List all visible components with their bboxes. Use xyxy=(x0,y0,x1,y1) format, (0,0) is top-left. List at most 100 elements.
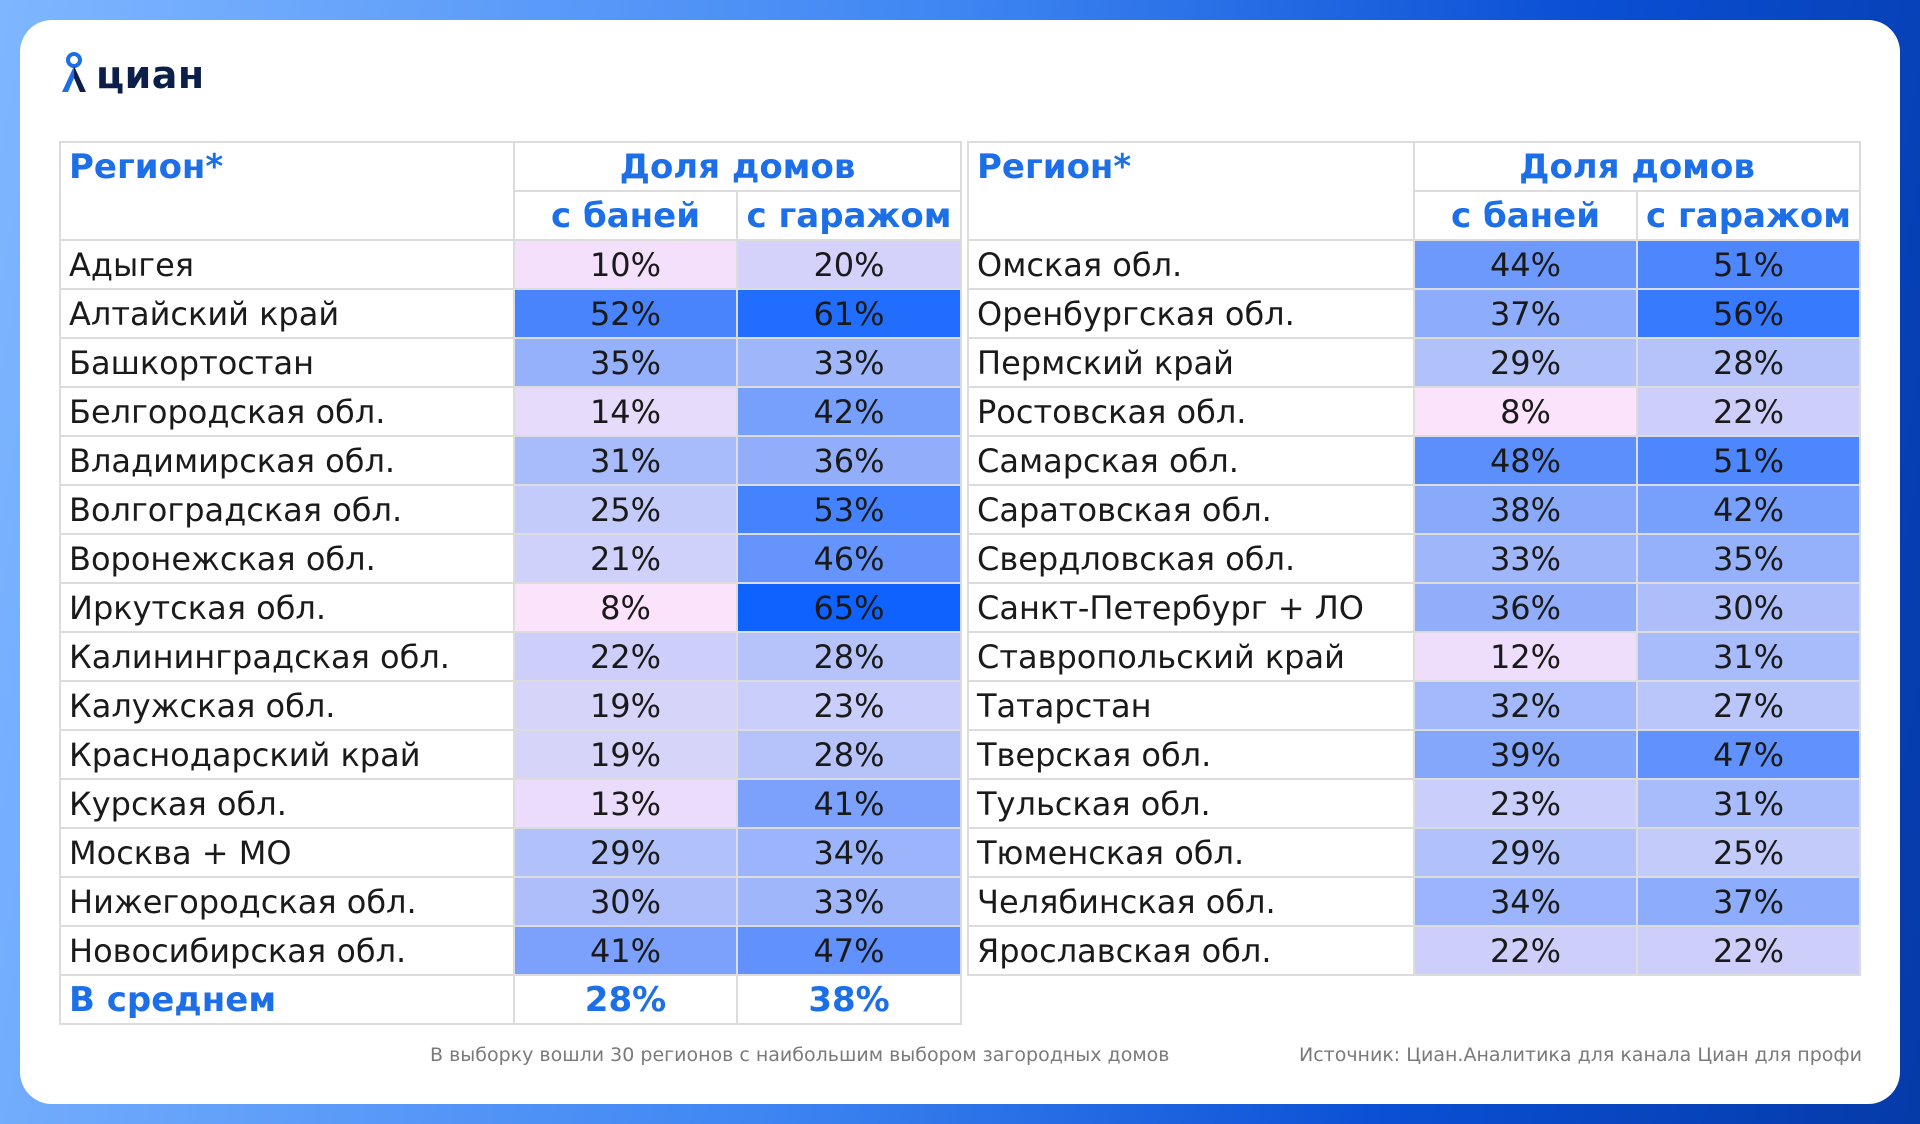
table-row: Нижегородская обл. 30% 33% xyxy=(59,876,963,927)
table-row: Краснодарский край 19% 28% xyxy=(59,729,963,780)
table-row: Пермский край 29% 28% xyxy=(967,337,1862,388)
logo-text: циан xyxy=(96,53,205,97)
bath-share-cell: 10% xyxy=(513,239,738,290)
table-row: Владимирская обл. 31% 36% xyxy=(59,435,963,486)
table-row: Самарская обл. 48% 51% xyxy=(967,435,1862,486)
garage-share-cell: 53% xyxy=(735,484,963,535)
bath-share-cell: 8% xyxy=(1413,386,1638,437)
bath-share-cell: 44% xyxy=(1413,239,1638,290)
garage-share-cell: 31% xyxy=(1635,778,1862,829)
map-pin-logo-icon xyxy=(62,52,86,92)
region-cell: Омская обл. xyxy=(967,239,1415,290)
sample-footnote: В выборку вошли 30 регионов с наибольшим… xyxy=(430,1044,1170,1066)
region-cell: Татарстан xyxy=(967,680,1415,731)
garage-share-cell: 28% xyxy=(735,729,963,780)
region-cell: Волгоградская обл. xyxy=(59,484,515,535)
region-cell: Калининградская обл. xyxy=(59,631,515,682)
table-row: Новосибирская обл. 41% 47% xyxy=(59,925,963,976)
table-row: Оренбургская обл. 37% 56% xyxy=(967,288,1862,339)
bath-share-cell: 35% xyxy=(513,337,738,388)
bath-share-cell: 32% xyxy=(1413,680,1638,731)
table-row: Тульская обл. 23% 31% xyxy=(967,778,1862,829)
header-row-top: Регион* Доля домов xyxy=(967,141,1862,241)
table-row: Алтайский край 52% 61% xyxy=(59,288,963,339)
region-cell: Самарская обл. xyxy=(967,435,1415,486)
table-row: Иркутская обл. 8% 65% xyxy=(59,582,963,633)
bath-share-cell: 29% xyxy=(1413,827,1638,878)
region-cell: Владимирская обл. xyxy=(59,435,515,486)
garage-share-cell: 51% xyxy=(1635,435,1862,486)
bath-share-cell: 13% xyxy=(513,778,738,829)
average-row: В среднем 28% 38% xyxy=(59,974,963,1025)
garage-share-cell: 37% xyxy=(1635,876,1862,927)
garage-share-cell: 22% xyxy=(1635,925,1862,976)
region-column-header: Регион* xyxy=(967,141,1415,241)
bath-share-cell: 33% xyxy=(1413,533,1638,584)
table-row: Волгоградская обл. 25% 53% xyxy=(59,484,963,535)
bath-share-cell: 29% xyxy=(1413,337,1638,388)
region-cell: Оренбургская обл. xyxy=(967,288,1415,339)
garage-share-cell: 23% xyxy=(735,680,963,731)
share-group-header: Доля домов xyxy=(1412,141,1862,192)
garage-share-cell: 61% xyxy=(735,288,963,339)
region-table-left: Регион* Доля домов с баней с гаражом Адыгея 1… xyxy=(59,141,963,1025)
cian-logo: циан xyxy=(56,52,205,98)
table-row: Воронежская обл. 21% 46% xyxy=(59,533,963,584)
region-cell: Краснодарский край xyxy=(59,729,515,780)
content-card: циан Регион* Доля домов с баней с гаражом Ад… xyxy=(20,20,1900,1104)
table-row: Курская обл. 13% 41% xyxy=(59,778,963,829)
bath-share-cell: 31% xyxy=(513,435,738,486)
garage-share-cell: 51% xyxy=(1635,239,1862,290)
bath-share-cell: 37% xyxy=(1413,288,1638,339)
table-row: Адыгея 10% 20% xyxy=(59,239,963,290)
bath-share-cell: 29% xyxy=(513,827,738,878)
average-bath-cell: 28% xyxy=(513,974,738,1025)
bath-share-cell: 19% xyxy=(513,680,738,731)
region-cell: Ярославская обл. xyxy=(967,925,1415,976)
region-cell: Москва + МО xyxy=(59,827,515,878)
region-cell: Тюменская обл. xyxy=(967,827,1415,878)
table-row: Башкортостан 35% 33% xyxy=(59,337,963,388)
table-row: Тюменская обл. 29% 25% xyxy=(967,827,1862,878)
table-row: Свердловская обл. 33% 35% xyxy=(967,533,1862,584)
table-row: Ставропольский край 12% 31% xyxy=(967,631,1862,682)
garage-column-header: с гаражом xyxy=(735,190,963,241)
region-table-right: Регион* Доля домов с баней с гаражом Омская … xyxy=(967,141,1862,976)
average-label: В среднем xyxy=(59,974,515,1025)
bath-share-cell: 12% xyxy=(1413,631,1638,682)
garage-share-cell: 27% xyxy=(1635,680,1862,731)
bath-share-cell: 19% xyxy=(513,729,738,780)
region-cell: Челябинская обл. xyxy=(967,876,1415,927)
bath-share-cell: 34% xyxy=(1413,876,1638,927)
garage-share-cell: 42% xyxy=(1635,484,1862,535)
bath-share-cell: 36% xyxy=(1413,582,1638,633)
bath-share-cell: 39% xyxy=(1413,729,1638,780)
bath-share-cell: 22% xyxy=(1413,925,1638,976)
garage-share-cell: 35% xyxy=(1635,533,1862,584)
bath-share-cell: 21% xyxy=(513,533,738,584)
region-cell: Белгородская обл. xyxy=(59,386,515,437)
region-cell: Иркутская обл. xyxy=(59,582,515,633)
average-garage-cell: 38% xyxy=(735,974,963,1025)
source-note: Источник: Циан.Аналитика для канала Циан… xyxy=(1298,1044,1862,1066)
region-cell: Калужская обл. xyxy=(59,680,515,731)
region-cell: Ростовская обл. xyxy=(967,386,1415,437)
region-cell: Саратовская обл. xyxy=(967,484,1415,535)
garage-share-cell: 34% xyxy=(735,827,963,878)
region-cell: Новосибирская обл. xyxy=(59,925,515,976)
garage-column-header: с гаражом xyxy=(1635,190,1862,241)
header-row-sub: с баней с гаражом xyxy=(60,190,963,241)
garage-share-cell: 30% xyxy=(1635,582,1862,633)
table-row: Омская обл. 44% 51% xyxy=(967,239,1862,290)
region-cell: Воронежская обл. xyxy=(59,533,515,584)
region-cell: Башкортостан xyxy=(59,337,515,388)
table-row: Москва + МО 29% 34% xyxy=(59,827,963,878)
bath-share-cell: 22% xyxy=(513,631,738,682)
header-row-sub: с баней с гаражом xyxy=(968,190,1862,241)
bath-share-cell: 25% xyxy=(513,484,738,535)
region-cell: Свердловская обл. xyxy=(967,533,1415,584)
table-row: Татарстан 32% 27% xyxy=(967,680,1862,731)
table-row: Санкт-Петербург + ЛО 36% 30% xyxy=(967,582,1862,633)
bath-share-cell: 41% xyxy=(513,925,738,976)
bath-share-cell: 8% xyxy=(513,582,738,633)
